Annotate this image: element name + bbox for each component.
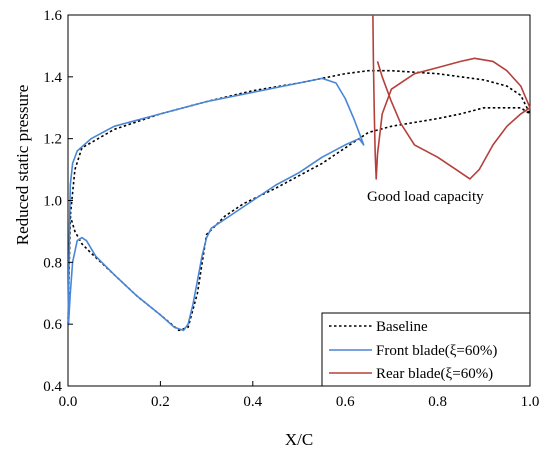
series-line-front-blade	[67, 77, 365, 332]
x-tick-label: 0.0	[59, 394, 78, 410]
x-tick-label: 0.8	[428, 394, 447, 410]
y-tick-label: 1.2	[43, 132, 62, 148]
y-tick-label: 0.8	[43, 255, 62, 271]
plot-area: 0.0 0.2 0.4 0.6 0.8 1.0 0.4 0.6 0.8 1.0 1.2 1.4 1.6	[43, 8, 539, 410]
annotation-good-load: Good load capacity	[367, 189, 484, 205]
x-tick-label: 0.6	[336, 394, 355, 410]
x-tick-label: 0.4	[243, 394, 262, 410]
x-axis-label: X/C	[285, 430, 313, 449]
y-tick-label: 1.4	[43, 70, 62, 86]
y-tick-label: 1.6	[43, 8, 62, 24]
legend-label-front: Front blade(ξ=60%)	[376, 343, 497, 359]
legend: Baseline Front blade(ξ=60%) Rear blade(ξ…	[321, 312, 531, 387]
legend-label-baseline: Baseline	[376, 319, 428, 335]
ticks-layer: 0.0 0.2 0.4 0.6 0.8 1.0 0.4 0.6 0.8 1.0 1.2 1.4 1.6	[43, 8, 539, 410]
series-line-rear-blade	[372, 14, 531, 180]
y-axis-label: Reduced static pressure	[13, 85, 32, 246]
series-layer	[67, 14, 531, 332]
y-tick-label: 1.0	[43, 194, 62, 210]
x-tick-label: 1.0	[521, 394, 540, 410]
legend-label-rear: Rear blade(ξ=60%)	[376, 366, 493, 382]
x-tick-label: 0.2	[151, 394, 170, 410]
y-tick-label: 0.4	[43, 379, 62, 395]
y-tick-label: 0.6	[43, 317, 62, 333]
